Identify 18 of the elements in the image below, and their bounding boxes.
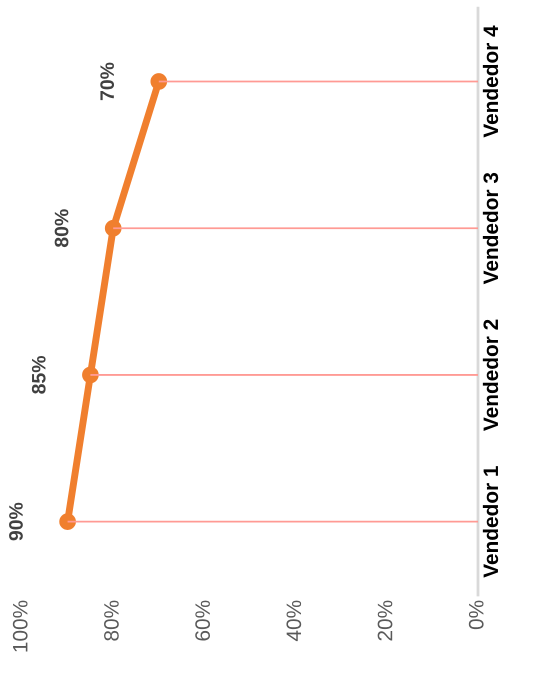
point (104, 220, 122, 237)
x-tick-label: 80% (104, 600, 119, 641)
y-tick-label: Vendedor 4 (482, 25, 498, 138)
y-tick-label: Vendedor 2 (482, 320, 498, 431)
x-tick-label: 20% (378, 600, 392, 641)
point (150, 73, 168, 90)
point (82, 366, 99, 384)
data-label: 70% (100, 62, 114, 100)
point (59, 513, 76, 530)
data-label: 90% (9, 502, 23, 540)
x-tick-label: 60% (195, 600, 210, 640)
x-tick-label: 40% (286, 600, 302, 642)
y-tick-label: Vendedor 3 (482, 172, 498, 284)
data-label: 80% (54, 209, 68, 248)
y-tick-label: Vendedor 1 (482, 466, 498, 578)
x-tick-label: 0% (468, 600, 484, 630)
data-label: 85% (32, 356, 46, 394)
x-tick-label: 100% (12, 600, 28, 652)
